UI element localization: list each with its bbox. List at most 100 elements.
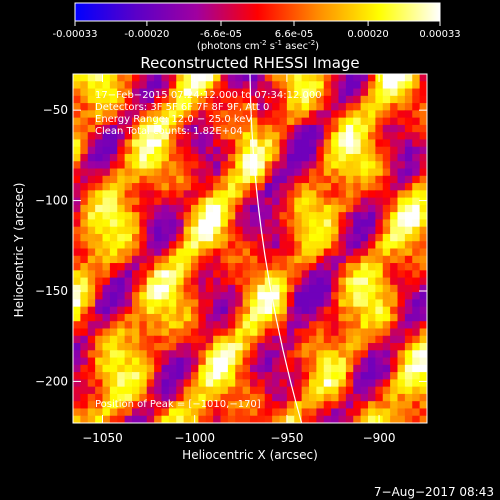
heatmap-cell bbox=[205, 183, 214, 191]
heatmap-cell bbox=[353, 372, 362, 380]
heatmap-cell bbox=[95, 292, 104, 300]
heatmap-cell bbox=[87, 226, 96, 235]
heatmap-cell bbox=[353, 292, 362, 300]
heatmap-cell bbox=[338, 233, 347, 242]
heatmap-cell bbox=[390, 313, 399, 322]
heatmap-cell bbox=[360, 328, 369, 337]
heatmap-cell bbox=[257, 117, 266, 126]
heatmap-cell bbox=[353, 204, 362, 213]
heatmap-cell bbox=[139, 233, 148, 242]
heatmap-cell bbox=[198, 321, 207, 330]
heatmap-cell bbox=[309, 299, 317, 308]
heatmap-cell bbox=[109, 183, 118, 191]
heatmap-cell bbox=[205, 263, 214, 271]
heatmap-cell bbox=[235, 175, 244, 184]
heatmap-cell bbox=[294, 313, 303, 322]
heatmap-cell bbox=[198, 124, 207, 133]
x-tick-label: −1050 bbox=[82, 431, 123, 445]
heatmap-cell bbox=[146, 270, 155, 279]
heatmap-cell bbox=[87, 197, 96, 206]
heatmap-cell bbox=[345, 372, 354, 380]
heatmap-cell bbox=[227, 110, 236, 119]
heatmap-cell bbox=[220, 401, 229, 410]
heatmap-cell bbox=[139, 248, 148, 257]
heatmap-cell bbox=[146, 190, 155, 199]
heatmap-cell bbox=[353, 161, 362, 170]
heatmap-cell bbox=[176, 139, 185, 148]
heatmap-cell bbox=[183, 415, 192, 423]
heatmap-cell bbox=[309, 248, 317, 257]
heatmap-cell bbox=[294, 292, 303, 300]
heatmap-cell bbox=[360, 277, 369, 286]
heatmap-cell bbox=[331, 110, 340, 119]
heatmap-cell bbox=[272, 270, 281, 279]
heatmap-cell bbox=[154, 277, 163, 286]
heatmap-cell bbox=[95, 357, 104, 366]
heatmap-cell bbox=[286, 408, 295, 417]
heatmap-cell bbox=[323, 263, 332, 271]
heatmap-cell bbox=[390, 197, 399, 206]
heatmap-cell bbox=[397, 190, 406, 199]
heatmap-cell bbox=[345, 153, 354, 162]
heatmap-cell bbox=[109, 146, 118, 155]
heatmap-cell bbox=[176, 263, 185, 271]
heatmap-cell bbox=[102, 124, 111, 133]
heatmap-cell bbox=[323, 175, 332, 184]
heatmap-cell bbox=[213, 110, 222, 119]
heatmap-cell bbox=[353, 81, 362, 90]
heatmap-cell bbox=[191, 277, 199, 286]
heatmap-cell bbox=[272, 233, 281, 242]
heatmap-cell bbox=[368, 263, 376, 271]
heatmap-cell bbox=[338, 212, 347, 221]
heatmap-cell bbox=[323, 313, 332, 322]
heatmap-cell bbox=[338, 74, 347, 82]
heatmap-cell bbox=[109, 313, 118, 322]
heatmap-cell bbox=[257, 175, 266, 184]
heatmap-cell bbox=[338, 372, 347, 380]
heatmap-cell bbox=[95, 204, 104, 213]
heatmap-cell bbox=[412, 219, 421, 228]
heatmap-cell bbox=[316, 132, 325, 141]
heatmap-cell bbox=[397, 335, 406, 344]
heatmap-cell bbox=[323, 132, 332, 141]
heatmap-cell bbox=[95, 124, 104, 133]
heatmap-cell bbox=[205, 277, 214, 286]
heatmap-cell bbox=[227, 415, 236, 423]
heatmap-cell bbox=[139, 153, 148, 162]
heatmap-cell bbox=[257, 161, 266, 170]
heatmap-cell bbox=[176, 81, 185, 90]
heatmap-cell bbox=[124, 212, 133, 221]
heatmap-cell bbox=[213, 379, 222, 388]
heatmap-cell bbox=[73, 328, 81, 337]
heatmap-cell bbox=[154, 263, 163, 271]
heatmap-cell bbox=[191, 343, 199, 351]
heatmap-cell bbox=[397, 204, 406, 213]
heatmap-cell bbox=[183, 161, 192, 170]
heatmap-cell bbox=[168, 364, 177, 373]
heatmap-cell bbox=[191, 379, 199, 388]
heatmap-cell bbox=[80, 74, 89, 82]
heatmap-cell bbox=[272, 408, 281, 417]
heatmap-cell bbox=[316, 357, 325, 366]
heatmap-cell bbox=[146, 335, 155, 344]
annotation-line: 17−Feb−2015 07:24:12.000 to 07:34:12.000 bbox=[95, 90, 322, 101]
heatmap-cell bbox=[235, 204, 244, 213]
heatmap-cell bbox=[124, 357, 133, 366]
heatmap-cell bbox=[198, 313, 207, 322]
heatmap-cell bbox=[286, 226, 295, 235]
heatmap-cell bbox=[331, 117, 340, 126]
heatmap-cell bbox=[368, 364, 376, 373]
heatmap-cell bbox=[323, 197, 332, 206]
heatmap-cell bbox=[382, 95, 391, 104]
heatmap-cell bbox=[257, 263, 266, 271]
heatmap-cell bbox=[412, 350, 421, 359]
heatmap-cell bbox=[345, 292, 354, 300]
heatmap-cell bbox=[132, 153, 140, 162]
heatmap-cell bbox=[286, 401, 295, 410]
heatmap-cell bbox=[345, 357, 354, 366]
heatmap-cell bbox=[412, 408, 421, 417]
heatmap-cell bbox=[338, 357, 347, 366]
heatmap-cell bbox=[294, 146, 303, 155]
heatmap-cell bbox=[102, 248, 111, 257]
heatmap-cell bbox=[345, 350, 354, 359]
